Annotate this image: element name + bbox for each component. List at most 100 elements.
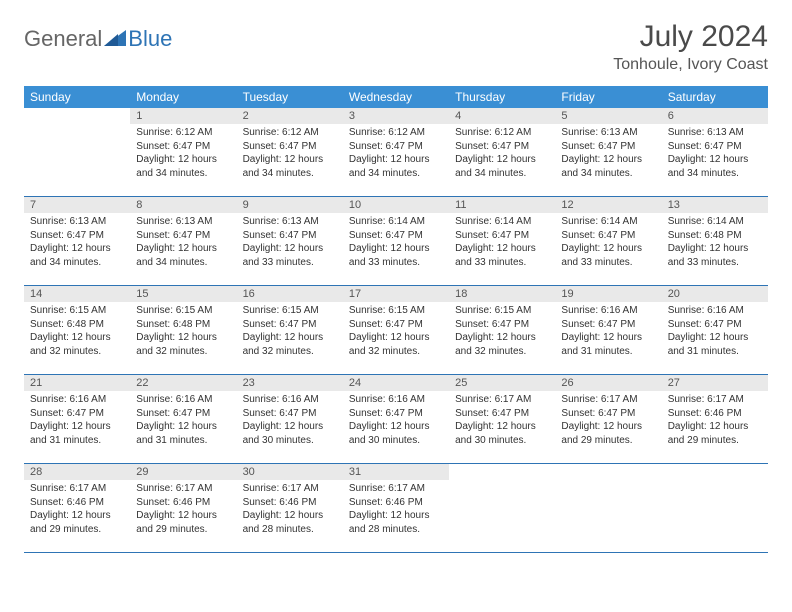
day-number: 19 xyxy=(555,286,661,302)
sunrise-text: Sunrise: 6:12 AM xyxy=(243,126,337,140)
logo-text-general: General xyxy=(24,26,102,52)
sunrise-text: Sunrise: 6:17 AM xyxy=(30,482,124,496)
day-content: Sunrise: 6:12 AMSunset: 6:47 PMDaylight:… xyxy=(449,124,555,184)
calendar-day-cell: 4Sunrise: 6:12 AMSunset: 6:47 PMDaylight… xyxy=(449,108,555,197)
day-number: 16 xyxy=(237,286,343,302)
day-content: Sunrise: 6:13 AMSunset: 6:47 PMDaylight:… xyxy=(237,213,343,273)
daylight-text: Daylight: 12 hours and 33 minutes. xyxy=(349,242,443,269)
sunset-text: Sunset: 6:48 PM xyxy=(30,318,124,332)
calendar-week-row: 28Sunrise: 6:17 AMSunset: 6:46 PMDayligh… xyxy=(24,464,768,553)
calendar-day-cell: 12Sunrise: 6:14 AMSunset: 6:47 PMDayligh… xyxy=(555,197,661,286)
weekday-header: Monday xyxy=(130,86,236,108)
daylight-text: Daylight: 12 hours and 34 minutes. xyxy=(136,242,230,269)
calendar-day-cell: 11Sunrise: 6:14 AMSunset: 6:47 PMDayligh… xyxy=(449,197,555,286)
calendar-day-cell: 3Sunrise: 6:12 AMSunset: 6:47 PMDaylight… xyxy=(343,108,449,197)
day-number: 20 xyxy=(662,286,768,302)
day-content: Sunrise: 6:17 AMSunset: 6:46 PMDaylight:… xyxy=(237,480,343,540)
day-content: Sunrise: 6:16 AMSunset: 6:47 PMDaylight:… xyxy=(24,391,130,451)
day-number xyxy=(24,108,130,128)
logo-text-blue: Blue xyxy=(128,26,172,52)
weekday-header-row: Sunday Monday Tuesday Wednesday Thursday… xyxy=(24,86,768,108)
day-number: 13 xyxy=(662,197,768,213)
calendar-day-cell: 20Sunrise: 6:16 AMSunset: 6:47 PMDayligh… xyxy=(662,286,768,375)
day-content: Sunrise: 6:14 AMSunset: 6:47 PMDaylight:… xyxy=(343,213,449,273)
day-content: Sunrise: 6:16 AMSunset: 6:47 PMDaylight:… xyxy=(343,391,449,451)
sunrise-text: Sunrise: 6:13 AM xyxy=(561,126,655,140)
calendar-day-cell: 18Sunrise: 6:15 AMSunset: 6:47 PMDayligh… xyxy=(449,286,555,375)
daylight-text: Daylight: 12 hours and 32 minutes. xyxy=(349,331,443,358)
daylight-text: Daylight: 12 hours and 34 minutes. xyxy=(561,153,655,180)
day-content: Sunrise: 6:17 AMSunset: 6:47 PMDaylight:… xyxy=(555,391,661,451)
sunrise-text: Sunrise: 6:16 AM xyxy=(30,393,124,407)
day-content: Sunrise: 6:17 AMSunset: 6:47 PMDaylight:… xyxy=(449,391,555,451)
daylight-text: Daylight: 12 hours and 31 minutes. xyxy=(136,420,230,447)
day-number: 17 xyxy=(343,286,449,302)
daylight-text: Daylight: 12 hours and 29 minutes. xyxy=(561,420,655,447)
day-number: 15 xyxy=(130,286,236,302)
calendar-day-cell: 6Sunrise: 6:13 AMSunset: 6:47 PMDaylight… xyxy=(662,108,768,197)
sunset-text: Sunset: 6:47 PM xyxy=(243,229,337,243)
sunset-text: Sunset: 6:47 PM xyxy=(561,140,655,154)
day-number: 28 xyxy=(24,464,130,480)
daylight-text: Daylight: 12 hours and 29 minutes. xyxy=(668,420,762,447)
day-content: Sunrise: 6:17 AMSunset: 6:46 PMDaylight:… xyxy=(130,480,236,540)
sunrise-text: Sunrise: 6:15 AM xyxy=(30,304,124,318)
sunset-text: Sunset: 6:46 PM xyxy=(136,496,230,510)
day-content: Sunrise: 6:15 AMSunset: 6:48 PMDaylight:… xyxy=(24,302,130,362)
day-content: Sunrise: 6:15 AMSunset: 6:47 PMDaylight:… xyxy=(237,302,343,362)
calendar-day-cell: 23Sunrise: 6:16 AMSunset: 6:47 PMDayligh… xyxy=(237,375,343,464)
day-content: Sunrise: 6:14 AMSunset: 6:48 PMDaylight:… xyxy=(662,213,768,273)
calendar-day-cell: 8Sunrise: 6:13 AMSunset: 6:47 PMDaylight… xyxy=(130,197,236,286)
calendar-day-cell: 31Sunrise: 6:17 AMSunset: 6:46 PMDayligh… xyxy=(343,464,449,553)
daylight-text: Daylight: 12 hours and 32 minutes. xyxy=(136,331,230,358)
day-number: 3 xyxy=(343,108,449,124)
calendar-week-row: 14Sunrise: 6:15 AMSunset: 6:48 PMDayligh… xyxy=(24,286,768,375)
sunrise-text: Sunrise: 6:15 AM xyxy=(243,304,337,318)
day-content: Sunrise: 6:17 AMSunset: 6:46 PMDaylight:… xyxy=(343,480,449,540)
sunset-text: Sunset: 6:46 PM xyxy=(349,496,443,510)
title-block: July 2024 Tonhoule, Ivory Coast xyxy=(613,20,768,74)
day-number: 18 xyxy=(449,286,555,302)
day-number: 4 xyxy=(449,108,555,124)
calendar-day-cell: 13Sunrise: 6:14 AMSunset: 6:48 PMDayligh… xyxy=(662,197,768,286)
daylight-text: Daylight: 12 hours and 28 minutes. xyxy=(243,509,337,536)
day-number: 12 xyxy=(555,197,661,213)
day-number: 9 xyxy=(237,197,343,213)
sunset-text: Sunset: 6:46 PM xyxy=(30,496,124,510)
sunrise-text: Sunrise: 6:12 AM xyxy=(136,126,230,140)
sunrise-text: Sunrise: 6:17 AM xyxy=(668,393,762,407)
calendar-day-cell: 10Sunrise: 6:14 AMSunset: 6:47 PMDayligh… xyxy=(343,197,449,286)
calendar-day-cell: 19Sunrise: 6:16 AMSunset: 6:47 PMDayligh… xyxy=(555,286,661,375)
daylight-text: Daylight: 12 hours and 33 minutes. xyxy=(561,242,655,269)
sunset-text: Sunset: 6:48 PM xyxy=(668,229,762,243)
day-content: Sunrise: 6:17 AMSunset: 6:46 PMDaylight:… xyxy=(24,480,130,540)
weekday-header: Thursday xyxy=(449,86,555,108)
day-content: Sunrise: 6:16 AMSunset: 6:47 PMDaylight:… xyxy=(662,302,768,362)
daylight-text: Daylight: 12 hours and 34 minutes. xyxy=(243,153,337,180)
calendar-day-cell xyxy=(24,108,130,197)
daylight-text: Daylight: 12 hours and 30 minutes. xyxy=(243,420,337,447)
day-number: 21 xyxy=(24,375,130,391)
daylight-text: Daylight: 12 hours and 33 minutes. xyxy=(668,242,762,269)
day-number: 30 xyxy=(237,464,343,480)
sunset-text: Sunset: 6:47 PM xyxy=(455,140,549,154)
day-number: 29 xyxy=(130,464,236,480)
calendar-day-cell: 5Sunrise: 6:13 AMSunset: 6:47 PMDaylight… xyxy=(555,108,661,197)
month-title: July 2024 xyxy=(613,20,768,54)
day-number: 22 xyxy=(130,375,236,391)
day-number: 8 xyxy=(130,197,236,213)
calendar-day-cell: 22Sunrise: 6:16 AMSunset: 6:47 PMDayligh… xyxy=(130,375,236,464)
sunrise-text: Sunrise: 6:15 AM xyxy=(349,304,443,318)
day-content: Sunrise: 6:13 AMSunset: 6:47 PMDaylight:… xyxy=(555,124,661,184)
day-number: 10 xyxy=(343,197,449,213)
day-content: Sunrise: 6:16 AMSunset: 6:47 PMDaylight:… xyxy=(130,391,236,451)
sunrise-text: Sunrise: 6:14 AM xyxy=(561,215,655,229)
calendar-day-cell: 24Sunrise: 6:16 AMSunset: 6:47 PMDayligh… xyxy=(343,375,449,464)
sunset-text: Sunset: 6:47 PM xyxy=(30,229,124,243)
weekday-header: Saturday xyxy=(662,86,768,108)
sunrise-text: Sunrise: 6:13 AM xyxy=(30,215,124,229)
day-number: 11 xyxy=(449,197,555,213)
sunset-text: Sunset: 6:47 PM xyxy=(349,407,443,421)
day-number: 5 xyxy=(555,108,661,124)
daylight-text: Daylight: 12 hours and 29 minutes. xyxy=(30,509,124,536)
